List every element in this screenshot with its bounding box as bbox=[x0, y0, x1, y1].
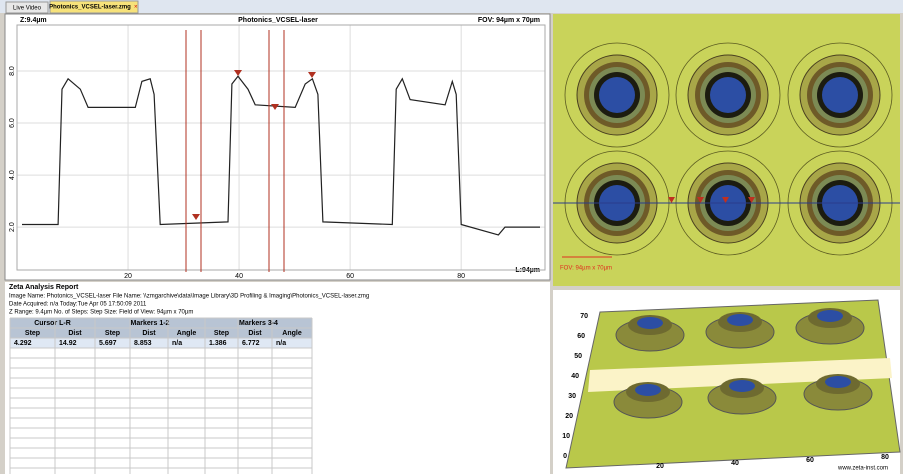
table-cell: 4.292 bbox=[14, 340, 32, 347]
report-line: Z Range: 9.4µm No. of Steps: Step Size: … bbox=[9, 310, 193, 316]
table-column: Angle bbox=[282, 330, 302, 337]
y-axis-label: 10 bbox=[562, 433, 570, 440]
y-axis-label: 20 bbox=[565, 413, 573, 420]
x-axis-label: 80 bbox=[881, 454, 889, 461]
x-axis-label: 60 bbox=[806, 457, 814, 464]
table-cell: 6.772 bbox=[242, 340, 260, 347]
x-tick-label: 40 bbox=[235, 273, 243, 280]
report-title: Zeta Analysis Report bbox=[9, 284, 79, 291]
y-axis-label: 40 bbox=[571, 373, 579, 380]
x-axis-label: 20 bbox=[656, 463, 664, 470]
cell-core bbox=[822, 77, 858, 113]
table-column: Dist bbox=[68, 330, 82, 337]
bump bbox=[637, 317, 663, 329]
x-tick-label: 20 bbox=[124, 273, 132, 280]
table-cell: n/a bbox=[172, 340, 182, 347]
tab-label: Live Video bbox=[13, 6, 42, 12]
bump bbox=[727, 314, 753, 326]
bump bbox=[825, 376, 851, 388]
profile-panel bbox=[5, 14, 550, 280]
table-group: Markers 1-2 bbox=[131, 320, 170, 327]
table-cell: 1.386 bbox=[209, 340, 227, 347]
table-column: Dist bbox=[142, 330, 156, 337]
bump bbox=[729, 380, 755, 392]
report-line: Date Acquired: n/a Today:Tue Apr 05 17:5… bbox=[9, 302, 147, 308]
table-cell: n/a bbox=[276, 340, 286, 347]
table-column: Angle bbox=[177, 330, 197, 337]
fov-label: FOV: 94µm x 70µm bbox=[478, 17, 540, 24]
x-tick-label: 60 bbox=[346, 273, 354, 280]
y-axis-label: 50 bbox=[574, 353, 582, 360]
profile-title: Photonics_VCSEL-laser bbox=[238, 17, 318, 24]
y-tick-label: 6.0 bbox=[9, 118, 16, 128]
table-column: Step bbox=[105, 330, 120, 337]
tab-close[interactable]: × bbox=[134, 5, 138, 11]
y-tick-label: 4.0 bbox=[9, 170, 16, 180]
x-tick-label: 80 bbox=[457, 273, 465, 280]
cell-core bbox=[599, 77, 635, 113]
report-line: Image Name: Photonics_VCSEL-laser File N… bbox=[9, 294, 369, 300]
app: Live Video Photonics_VCSEL-laser.zmg × P… bbox=[0, 0, 903, 474]
table-cell: 5.697 bbox=[99, 340, 117, 347]
page: Live Video Photonics_VCSEL-laser.zmg × P… bbox=[0, 0, 903, 474]
table-column: Dist bbox=[248, 330, 262, 337]
image-fov: FOV: 94µm x 70µm bbox=[560, 266, 612, 272]
credit: www.zeta-inst.com bbox=[837, 466, 888, 472]
y-tick-label: 8.0 bbox=[9, 66, 16, 76]
table-group: Cursor L-R bbox=[34, 320, 71, 327]
cell-core bbox=[710, 77, 746, 113]
table-column: Step bbox=[25, 330, 40, 337]
y-tick-label: 2.0 bbox=[9, 222, 16, 232]
table-cell: 14.92 bbox=[59, 340, 77, 347]
bump bbox=[635, 384, 661, 396]
z-label: Z:9.4µm bbox=[20, 17, 47, 24]
table-column: Step bbox=[214, 330, 229, 337]
y-axis-label: 70 bbox=[580, 313, 588, 320]
y-axis-label: 0 bbox=[563, 453, 567, 460]
x-axis-label: 40 bbox=[731, 460, 739, 467]
y-axis-label: 30 bbox=[568, 393, 576, 400]
y-axis-label: 60 bbox=[577, 333, 585, 340]
tab-label: Photonics_VCSEL-laser.zmg bbox=[49, 5, 131, 11]
bump bbox=[817, 310, 843, 322]
table-cell: 8.853 bbox=[134, 340, 152, 347]
